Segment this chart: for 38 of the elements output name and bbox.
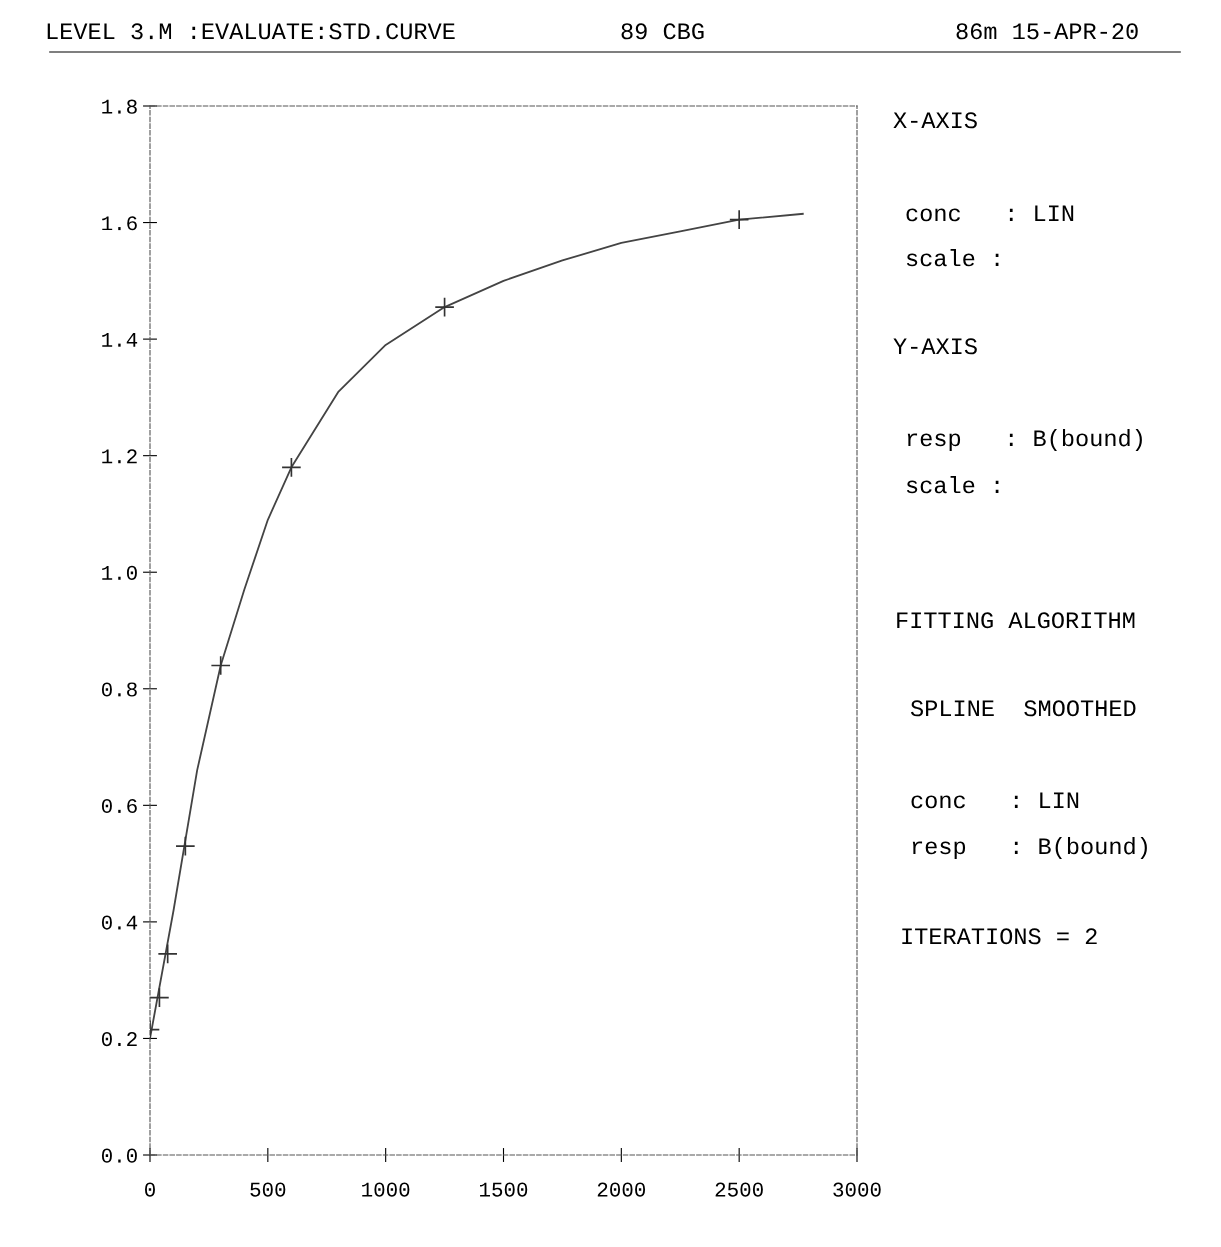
point bbox=[150, 987, 170, 1008]
chart-subtitle: 89 CBG bbox=[621, 23, 704, 40]
point bbox=[281, 457, 302, 478]
point bbox=[210, 655, 231, 676]
y-tick-label: 0.6 bbox=[101, 798, 137, 814]
point bbox=[434, 296, 455, 318]
x-tick-label: 500 bbox=[250, 1182, 286, 1197]
y-tick-label: 0.8 bbox=[101, 682, 137, 697]
y-tick-label: 1.0 bbox=[102, 565, 137, 580]
text: FITTING ALGORITHM bbox=[897, 612, 1135, 629]
text: resp : B(bound) bbox=[912, 836, 1147, 860]
y-tick-label: 1.4 bbox=[102, 332, 138, 347]
text: scale : bbox=[906, 475, 999, 494]
x-tick-label: 2500 bbox=[715, 1182, 763, 1197]
chart-title: LEVEL 3.M :EVALUATE:STD.CURVE bbox=[47, 23, 455, 40]
y-tick-label: 1.8 bbox=[102, 99, 137, 114]
point bbox=[157, 943, 178, 965]
text: SPLINE SMOOTHED bbox=[910, 700, 1136, 717]
y-tick-label: 1.2 bbox=[102, 449, 137, 464]
point bbox=[729, 209, 750, 230]
text: conc : LIN bbox=[906, 205, 1074, 222]
y-tick-label: 0.2 bbox=[101, 1032, 137, 1047]
point bbox=[175, 835, 196, 857]
text: X-AXIS bbox=[893, 112, 977, 129]
text: scale : bbox=[906, 249, 999, 267]
text: resp : B(bound) bbox=[907, 428, 1142, 452]
text: ITERATIONS = 2 bbox=[902, 928, 1097, 945]
y-tick-label: 1.6 bbox=[102, 216, 137, 231]
text: conc : LIN bbox=[911, 792, 1079, 809]
text: 86m 15-APR-20 bbox=[956, 23, 1138, 40]
text: Y-AXIS bbox=[893, 338, 977, 355]
x-tick-label: 0 bbox=[145, 1182, 155, 1197]
y-tick-label: 0.0 bbox=[101, 1148, 137, 1163]
x-tick-label: 1000 bbox=[362, 1182, 410, 1197]
x-tick-label: 3000 bbox=[833, 1182, 881, 1197]
x-tick-label: 2000 bbox=[597, 1182, 646, 1197]
y-tick-label: 0.4 bbox=[101, 915, 138, 930]
x-tick-label: 1500 bbox=[480, 1182, 528, 1197]
